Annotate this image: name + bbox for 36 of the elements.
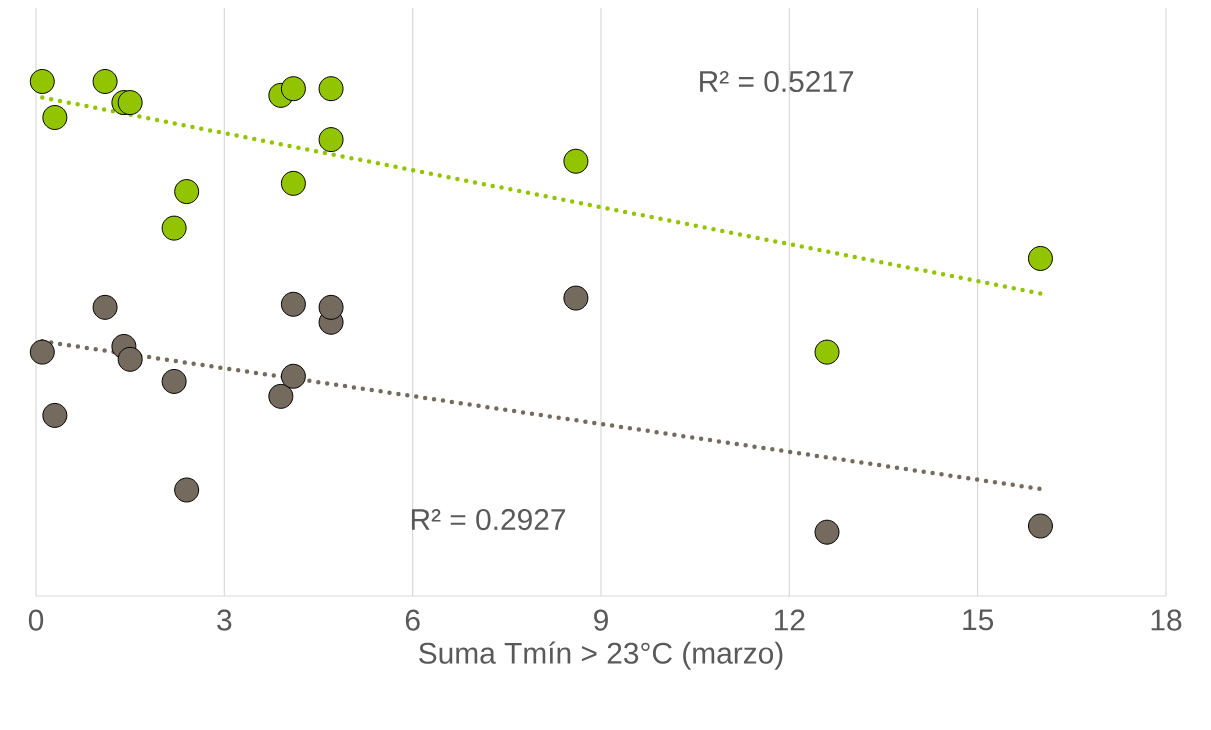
point xyxy=(174,179,200,205)
point xyxy=(29,339,55,365)
point xyxy=(563,148,589,174)
point xyxy=(161,215,187,241)
point xyxy=(174,477,200,503)
annotation: R² = 0.2927 xyxy=(411,508,565,531)
point xyxy=(318,76,344,102)
point xyxy=(814,519,840,545)
x-axis-title: Suma Tmín > 23°C (marzo) xyxy=(419,641,783,670)
point xyxy=(280,170,306,196)
point xyxy=(161,368,187,394)
point xyxy=(268,383,294,409)
x-tick-label: 0 xyxy=(28,609,44,631)
annotation: R² = 0.5217 xyxy=(700,70,854,93)
point xyxy=(280,363,306,389)
x-tick-label: 6 xyxy=(405,609,420,631)
point xyxy=(92,294,118,320)
x-tick-label: 12 xyxy=(775,609,805,631)
point xyxy=(42,105,68,130)
point xyxy=(1027,245,1053,271)
point xyxy=(814,339,840,365)
point xyxy=(280,291,306,317)
point xyxy=(117,346,143,372)
x-tick-label: 3 xyxy=(217,609,232,631)
x-tick-label: 18 xyxy=(1151,609,1182,631)
point xyxy=(318,294,344,320)
x-tick-label: 9 xyxy=(594,609,608,631)
point xyxy=(1027,513,1053,539)
x-tick-label: 15 xyxy=(963,609,994,631)
point xyxy=(92,68,118,94)
point xyxy=(117,90,143,116)
point xyxy=(280,76,306,102)
point xyxy=(318,127,344,153)
point xyxy=(42,402,68,428)
point xyxy=(563,285,589,311)
point xyxy=(29,68,55,94)
